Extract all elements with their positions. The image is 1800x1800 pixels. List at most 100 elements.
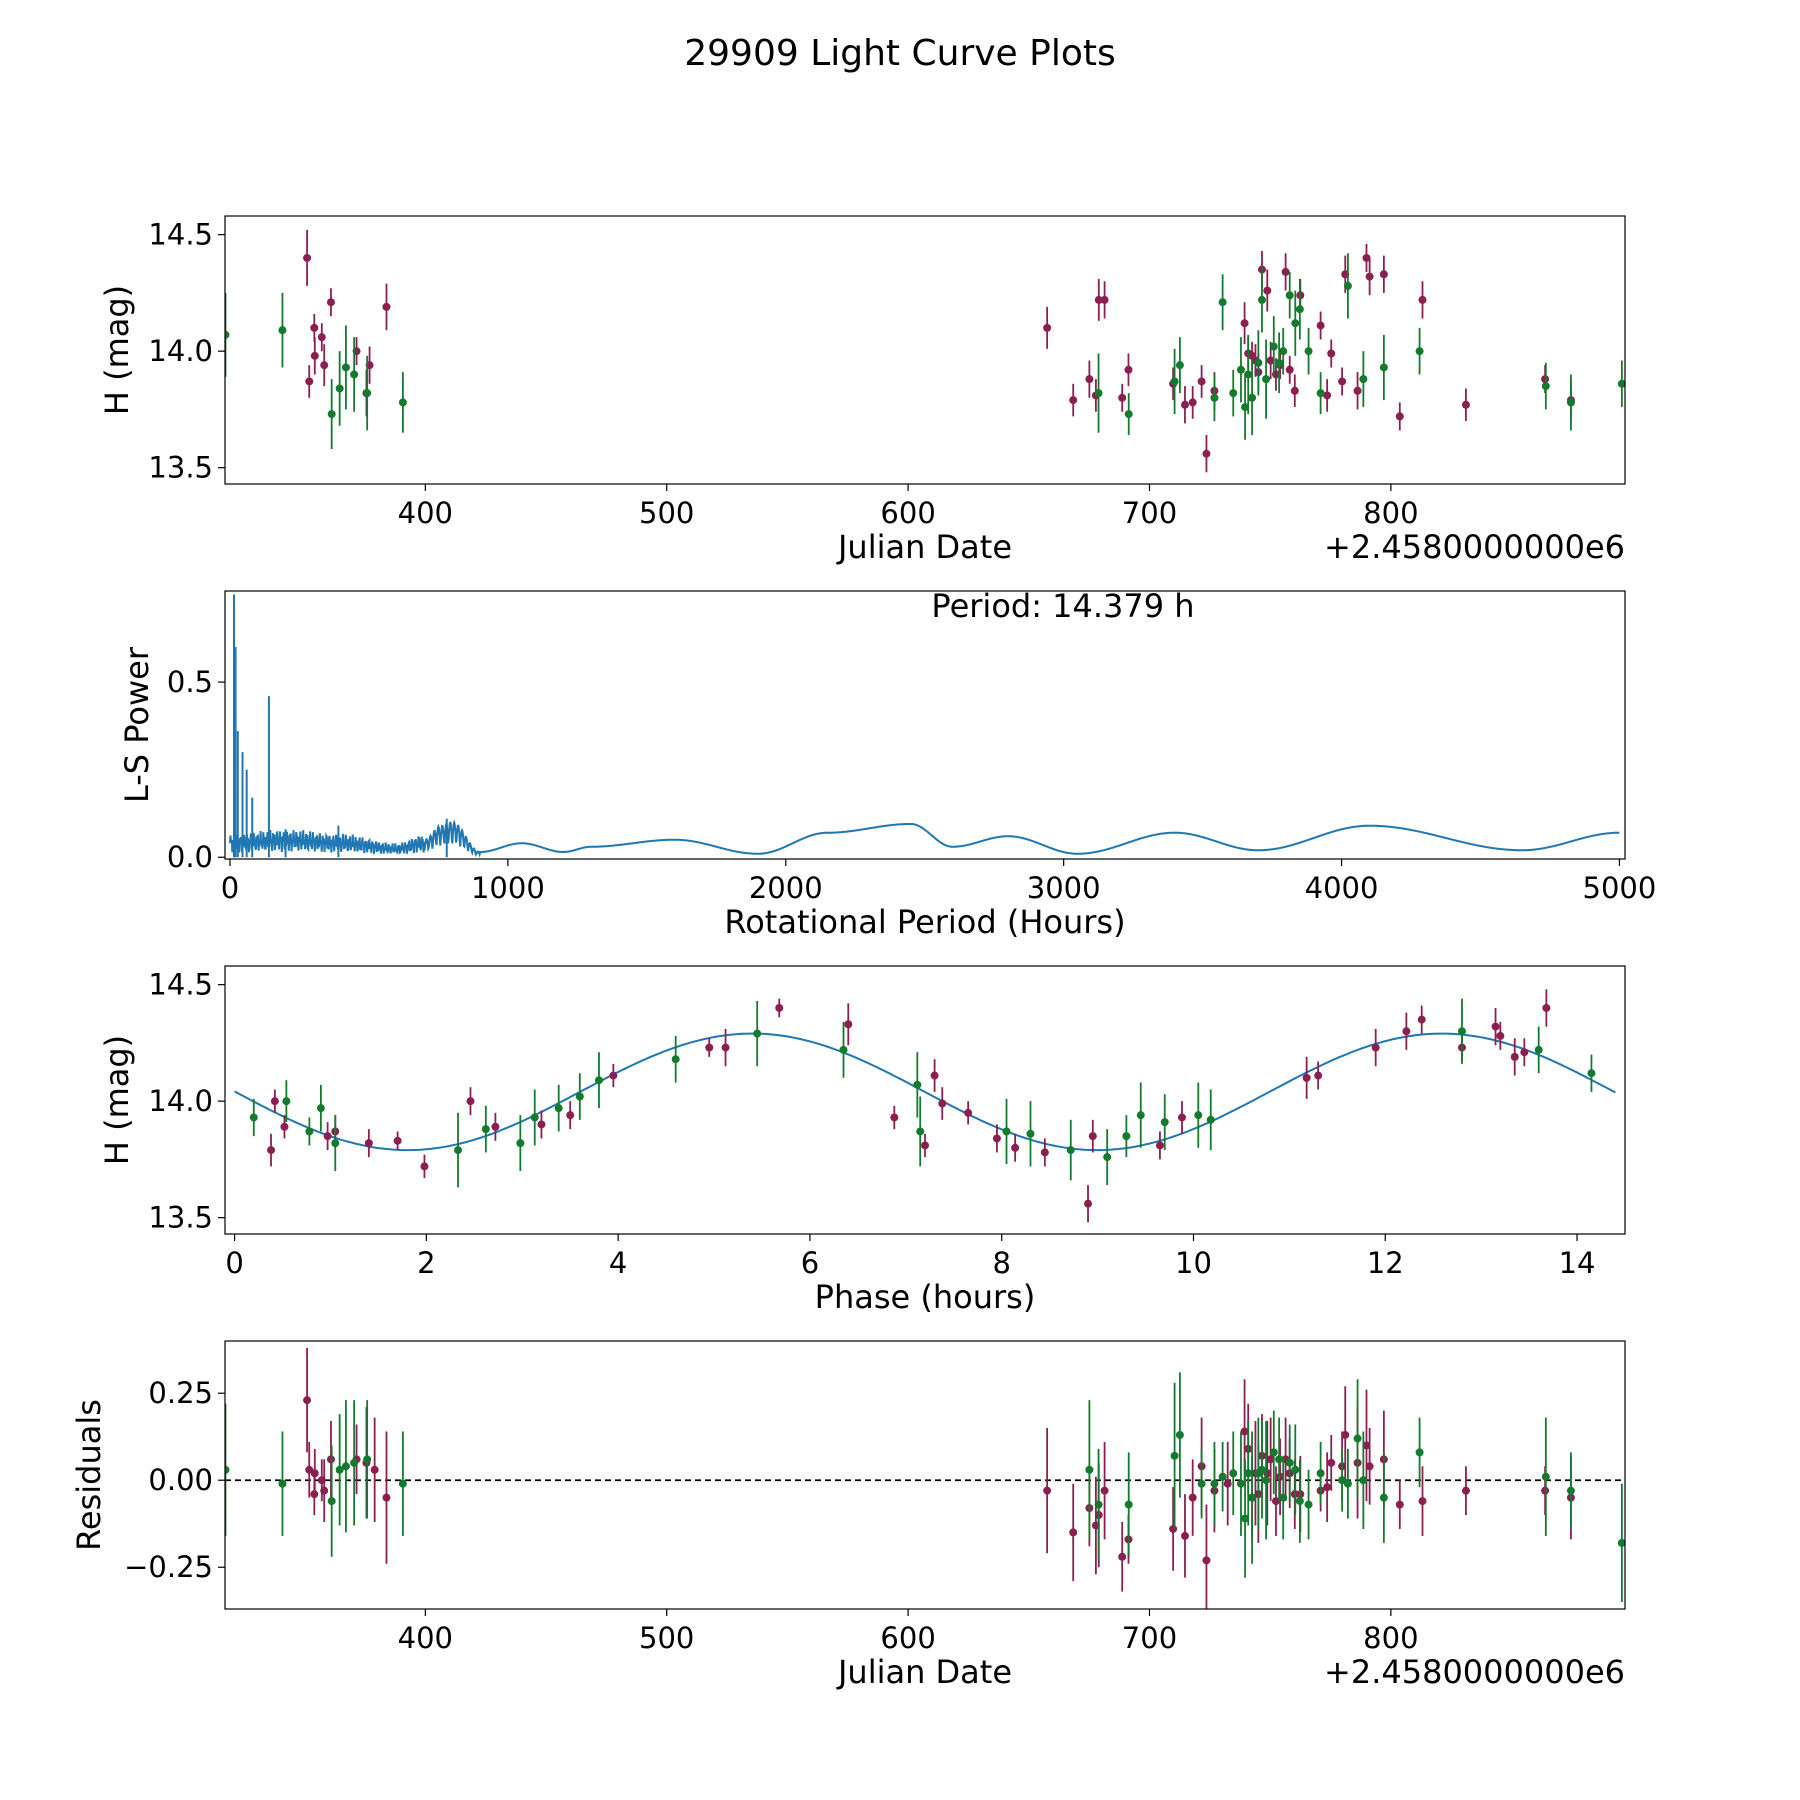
- phase-folded-point: [1155, 1141, 1164, 1150]
- phase-folded-point: [1084, 1199, 1093, 1208]
- residuals-ytick-label: −0.25: [124, 1550, 213, 1584]
- lightcurve-point: [1241, 403, 1250, 412]
- phase-folded-series-filter-2: [249, 998, 1596, 1188]
- residuals-point: [1170, 1451, 1179, 1460]
- residuals-point: [1118, 1552, 1127, 1561]
- phase-folded-point: [323, 1132, 332, 1141]
- residuals-point: [1271, 1497, 1280, 1506]
- residuals-point: [1236, 1479, 1245, 1488]
- phase-folded-point: [1314, 1071, 1323, 1080]
- lightcurve-point: [1100, 295, 1109, 304]
- lightcurve-ytick-label: 14.0: [148, 334, 213, 368]
- periodogram-ytick-label: 0.5: [167, 665, 213, 699]
- phase-folded-point: [575, 1092, 584, 1101]
- residuals-point: [1418, 1497, 1427, 1506]
- lightcurve-point: [1281, 267, 1290, 276]
- residuals-point: [1069, 1528, 1078, 1537]
- lightcurve-point: [1279, 347, 1288, 356]
- phase-folded-point: [1402, 1027, 1411, 1036]
- phase-folded-point: [249, 1113, 258, 1122]
- lightcurve-point: [1379, 363, 1388, 372]
- residuals-point: [1257, 1465, 1266, 1474]
- phase-folded-point: [594, 1076, 603, 1085]
- lightcurve-point: [1541, 382, 1550, 391]
- lightcurve-point: [1236, 365, 1245, 374]
- phase-folded-point: [844, 1020, 853, 1029]
- residuals-ytick-label: 0.00: [148, 1463, 213, 1497]
- lightcurve-point: [1210, 393, 1219, 402]
- residuals-panel: 400 500 600 700 800 0.25 0.00 −0.25 Julian Date…: [70, 1340, 1626, 1691]
- residuals-point: [1275, 1455, 1284, 1464]
- residuals-point: [1279, 1493, 1288, 1502]
- phase-folded-point: [705, 1043, 714, 1052]
- residuals-point: [278, 1479, 287, 1488]
- residuals-point: [1218, 1472, 1227, 1481]
- residuals-point: [1395, 1500, 1404, 1509]
- lightcurve-point: [1617, 379, 1625, 388]
- phase-folded-point: [1520, 1048, 1529, 1057]
- residuals-point: [1223, 1479, 1232, 1488]
- lightcurve-point: [1290, 386, 1299, 395]
- phase-folded-point: [1122, 1132, 1131, 1141]
- residuals-point: [1316, 1469, 1325, 1478]
- phase-folded-point: [921, 1141, 929, 1150]
- residuals-point: [1359, 1476, 1368, 1485]
- residuals-point: [1295, 1497, 1304, 1506]
- residuals-point: [1175, 1430, 1184, 1439]
- residuals-point: [1094, 1500, 1103, 1509]
- residuals-offset-label: +2.4580000000e6: [1324, 1653, 1625, 1691]
- residuals-xtick-label: 800: [1363, 1621, 1418, 1655]
- residuals-point: [1304, 1500, 1313, 1509]
- phase-folded-point: [1417, 1015, 1426, 1024]
- lightcurve-point: [1275, 358, 1284, 367]
- phase-folded-xtick-label: 6: [801, 1246, 819, 1280]
- residuals-point: [1241, 1514, 1250, 1523]
- residuals-point: [1188, 1493, 1197, 1502]
- residuals-point: [363, 1455, 372, 1464]
- residuals-xtick-label: 700: [1122, 1621, 1177, 1655]
- lightcurve-point: [1362, 253, 1371, 262]
- residuals-point: [335, 1465, 344, 1474]
- lightcurve-point: [1124, 410, 1133, 419]
- lightcurve-xlabel: Julian Date: [836, 528, 1012, 566]
- lightcurve-series-filter-2: [225, 253, 1625, 450]
- lightcurve-point: [1327, 349, 1336, 358]
- lightcurve-point: [1094, 295, 1103, 304]
- phase-folded-point: [1177, 1113, 1186, 1122]
- lightcurve-xtick-label: 600: [880, 496, 935, 530]
- lightcurve-point: [1323, 391, 1332, 400]
- periodogram-xtick-label: 4000: [1305, 871, 1379, 905]
- lightcurve-xtick-label: 400: [398, 496, 453, 530]
- phase-folded-point: [393, 1136, 402, 1145]
- residuals-point: [1291, 1465, 1300, 1474]
- residuals-point: [1365, 1462, 1374, 1471]
- phase-folded-point: [554, 1104, 563, 1113]
- phase-folded-ytick-label: 14.5: [148, 968, 213, 1002]
- phase-folded-series-filter-1: [267, 989, 1551, 1223]
- lightcurve-point: [1566, 398, 1575, 407]
- lightcurve-offset-label: +2.4580000000e6: [1324, 528, 1625, 566]
- phase-folded-point: [1026, 1129, 1035, 1138]
- phase-folded-point: [721, 1043, 730, 1052]
- periodogram-ytick-label: 0.0: [167, 840, 213, 874]
- residuals-point: [1244, 1469, 1253, 1478]
- residuals-point: [1353, 1434, 1362, 1443]
- residuals-point: [1461, 1486, 1470, 1495]
- residuals-point: [1617, 1538, 1625, 1547]
- phase-folded-point: [364, 1139, 373, 1148]
- lightcurve-point: [1365, 272, 1374, 281]
- lightcurve-point: [317, 333, 326, 342]
- periodogram-panel: 0 1000 2000 3000 4000 5000 0.0 0.5 Period: 14.3…: [118, 587, 1656, 941]
- phase-folded-point: [1206, 1115, 1215, 1124]
- phase-folded-point: [331, 1139, 340, 1148]
- phase-folded-ytick-label: 13.5: [148, 1201, 213, 1235]
- phase-folded-xtick-label: 8: [992, 1246, 1010, 1280]
- residuals-xlabel: Julian Date: [836, 1653, 1012, 1691]
- periodogram-power-line: [229, 819, 1620, 859]
- lightcurve-point: [1175, 361, 1184, 370]
- phase-folded-point: [566, 1111, 575, 1120]
- residuals-point: [1202, 1556, 1211, 1565]
- lightcurve-xtick-label: 500: [639, 496, 694, 530]
- phase-folded-point: [516, 1139, 525, 1148]
- residuals-point: [1043, 1486, 1052, 1495]
